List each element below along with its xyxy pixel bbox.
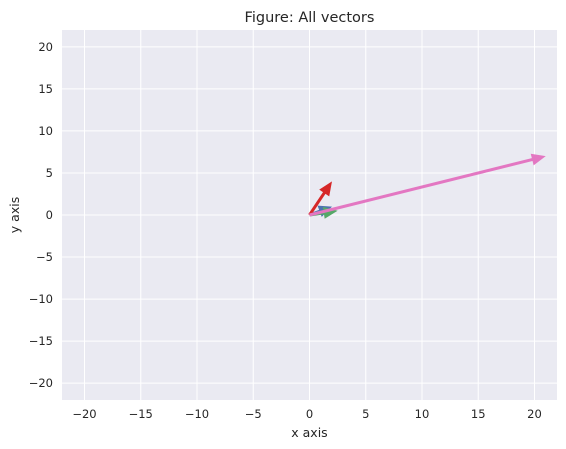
x-tick-label: −20 [72,407,96,421]
y-tick-label: 20 [38,40,53,54]
y-tick-label: 0 [46,208,53,222]
y-tick-label: −10 [29,292,53,306]
vectors [308,153,546,219]
vector-arrow-3 [309,153,546,217]
x-tick-label: 5 [362,407,369,421]
y-tick-labels: −20 −15 −10 −5 0 5 10 15 20 [29,40,53,390]
x-tick-label: 15 [471,407,486,421]
vector-arrow-2 [308,181,332,216]
x-tick-labels: −20 −15 −10 −5 0 5 10 15 20 [72,407,541,421]
vector-shaft-3 [309,157,534,217]
y-tick-label: 15 [38,82,53,96]
x-tick-label: −5 [245,407,262,421]
y-axis-label: y axis [7,197,22,233]
vector-shaft-2 [308,191,327,216]
y-tick-label: 5 [46,166,53,180]
x-axis-label: x axis [291,425,327,440]
vector-head-3 [530,153,546,166]
x-tick-label: −10 [185,407,209,421]
x-tick-label: 10 [415,407,430,421]
y-tick-label: 10 [38,124,53,138]
x-tick-label: 20 [527,407,542,421]
x-tick-label: −15 [129,407,153,421]
y-tick-label: −5 [36,250,53,264]
x-tick-label: 0 [306,407,313,421]
y-tick-label: −15 [29,334,53,348]
y-tick-label: −20 [29,376,53,390]
vector-head-2 [319,181,332,197]
chart-title: Figure: All vectors [245,10,375,26]
